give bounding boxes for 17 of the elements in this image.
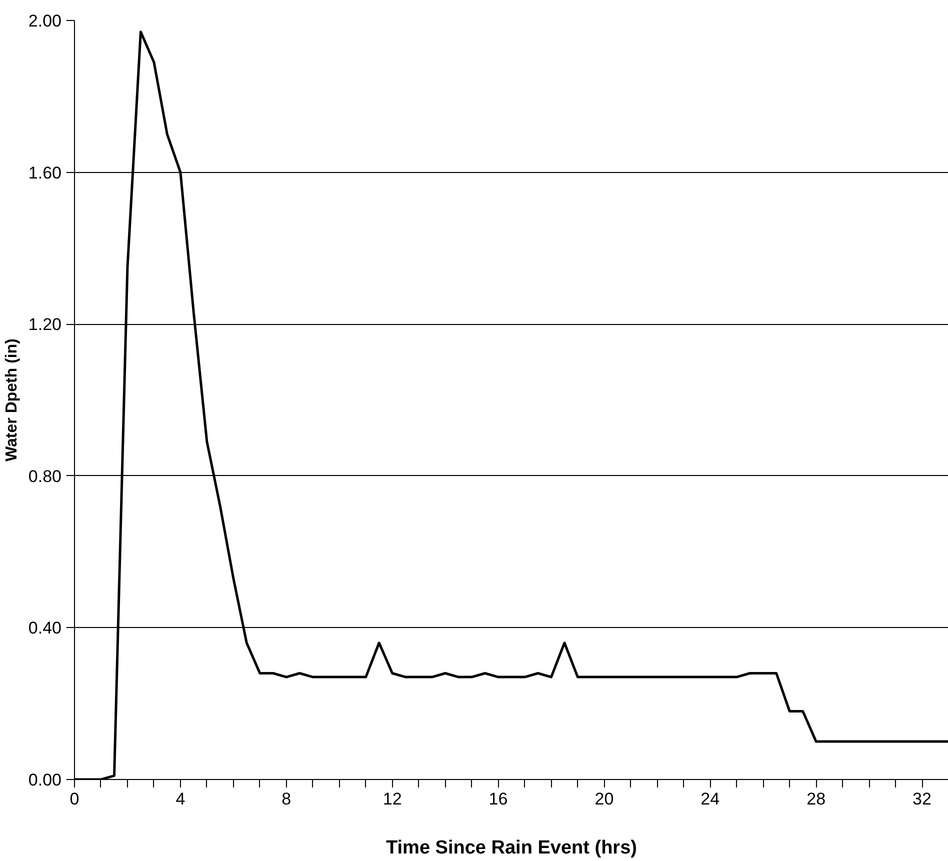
- x-tick-label: 4: [176, 790, 186, 808]
- y-axis-title: Water Dpeth (in): [3, 338, 20, 462]
- y-tick-label: 0.80: [28, 466, 62, 486]
- y-tick-label: 2.00: [28, 12, 62, 30]
- y-tick-label: 0.40: [28, 618, 62, 638]
- y-tick-label: 1.20: [28, 315, 62, 334]
- x-tick-label: 32: [912, 790, 932, 808]
- x-tick-label: 16: [488, 790, 508, 808]
- x-tick-label: 24: [700, 790, 720, 808]
- x-tick-label: 8: [282, 790, 292, 808]
- x-tick-label: 12: [382, 790, 402, 808]
- x-tick-label: 28: [806, 790, 826, 808]
- x-axis-title: Time Since Rain Event (hrs): [386, 838, 637, 858]
- y-tick-label: 0.00: [28, 770, 62, 790]
- y-tick-label: 1.60: [28, 163, 62, 182]
- x-tick-label: 0: [70, 790, 80, 808]
- x-tick-label: 20: [594, 790, 614, 808]
